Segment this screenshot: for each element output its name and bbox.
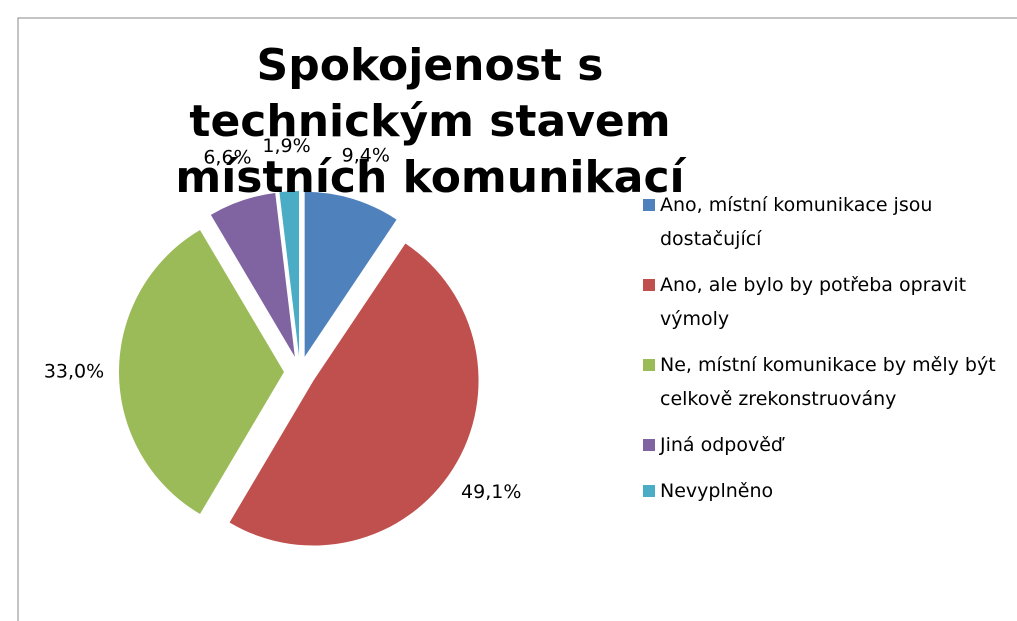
data-label: 1,9% [262,135,310,157]
legend-swatch [643,279,655,291]
legend-swatch [643,485,655,497]
legend: Ano, místní komunikace jsou dostačující A… [640,188,1000,520]
legend-item: Ano, ale bylo by potřeba opravit výmoly [640,268,1000,336]
pie-slice [304,191,397,357]
pie-slice [118,229,284,515]
legend-item: Ne, místní komunikace by měly být celkov… [640,348,1000,416]
chart-title: Spokojenost s technickým stavem místních… [175,40,685,203]
data-label: 6,6% [203,146,251,168]
legend-label: Jiná odpověď [660,434,783,456]
pie-slice [210,193,295,357]
data-label: 9,4% [342,144,390,166]
legend-label: Ano, ale bylo by potřeba opravit výmoly [660,274,967,330]
pie: 9,4% 49,1% 33,0% 6,6% 1,9% [44,135,521,546]
legend-item: Nevyplněno [640,474,1000,508]
legend-item: Jiná odpověď [640,428,1000,462]
data-label: 33,0% [44,361,104,383]
data-label: 49,1% [461,481,521,503]
legend-label: Ne, místní komunikace by měly být celkov… [660,354,996,410]
chart-border [17,17,1017,621]
legend-swatch [643,439,655,451]
pie-slice [279,191,300,357]
legend-swatch [643,359,655,371]
legend-label: Ano, místní komunikace jsou dostačující [660,194,933,250]
legend-item: Ano, místní komunikace jsou dostačující [640,188,1000,256]
legend-label: Nevyplněno [660,480,774,502]
pie-slice [229,243,479,546]
legend-swatch [643,199,655,211]
